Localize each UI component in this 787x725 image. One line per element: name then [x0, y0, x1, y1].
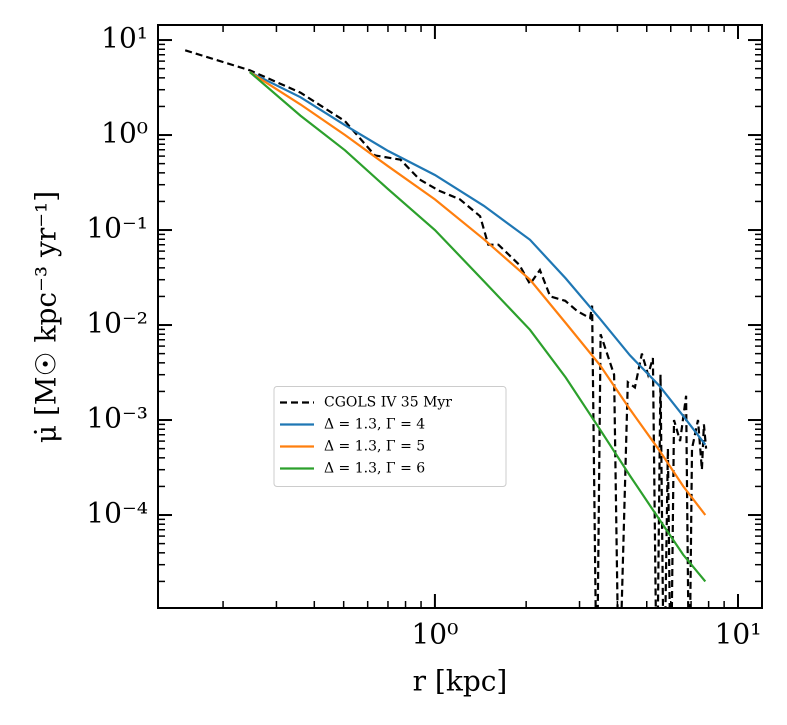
y-tick-label: 10⁻⁴ — [86, 497, 148, 530]
series-line — [249, 71, 707, 516]
legend-label: Δ = 1.3, Γ = 4 — [324, 417, 425, 433]
y-tick-label: 10⁻¹ — [86, 212, 148, 245]
legend-box — [273, 386, 507, 487]
x-tick-label: 10¹ — [715, 618, 762, 651]
series-line — [184, 49, 708, 608]
legend-label: Δ = 1.3, Γ = 5 — [324, 439, 425, 455]
y-axis-label: μ̇ [M☉ kpc⁻³ yr⁻¹] — [30, 191, 63, 443]
x-tick-label: 10⁰ — [411, 618, 458, 651]
legend-label: Δ = 1.3, Γ = 6 — [324, 461, 425, 477]
plot-frame — [157, 24, 763, 609]
series-line — [249, 71, 707, 446]
legend-label: CGOLS IV 35 Myr — [324, 395, 452, 411]
y-tick-label: 10¹ — [101, 22, 148, 55]
y-tick-label: 10⁰ — [101, 117, 148, 150]
y-tick-label: 10⁻³ — [86, 402, 148, 435]
legend: CGOLS IV 35 Myr Δ = 1.3, Γ = 4 Δ = 1.3, Γ … — [273, 386, 507, 487]
plot-area — [184, 49, 708, 608]
y-tick-label: 10⁻² — [86, 307, 148, 340]
series-line — [249, 71, 707, 583]
x-axis-label: r [kpc] — [413, 665, 508, 698]
